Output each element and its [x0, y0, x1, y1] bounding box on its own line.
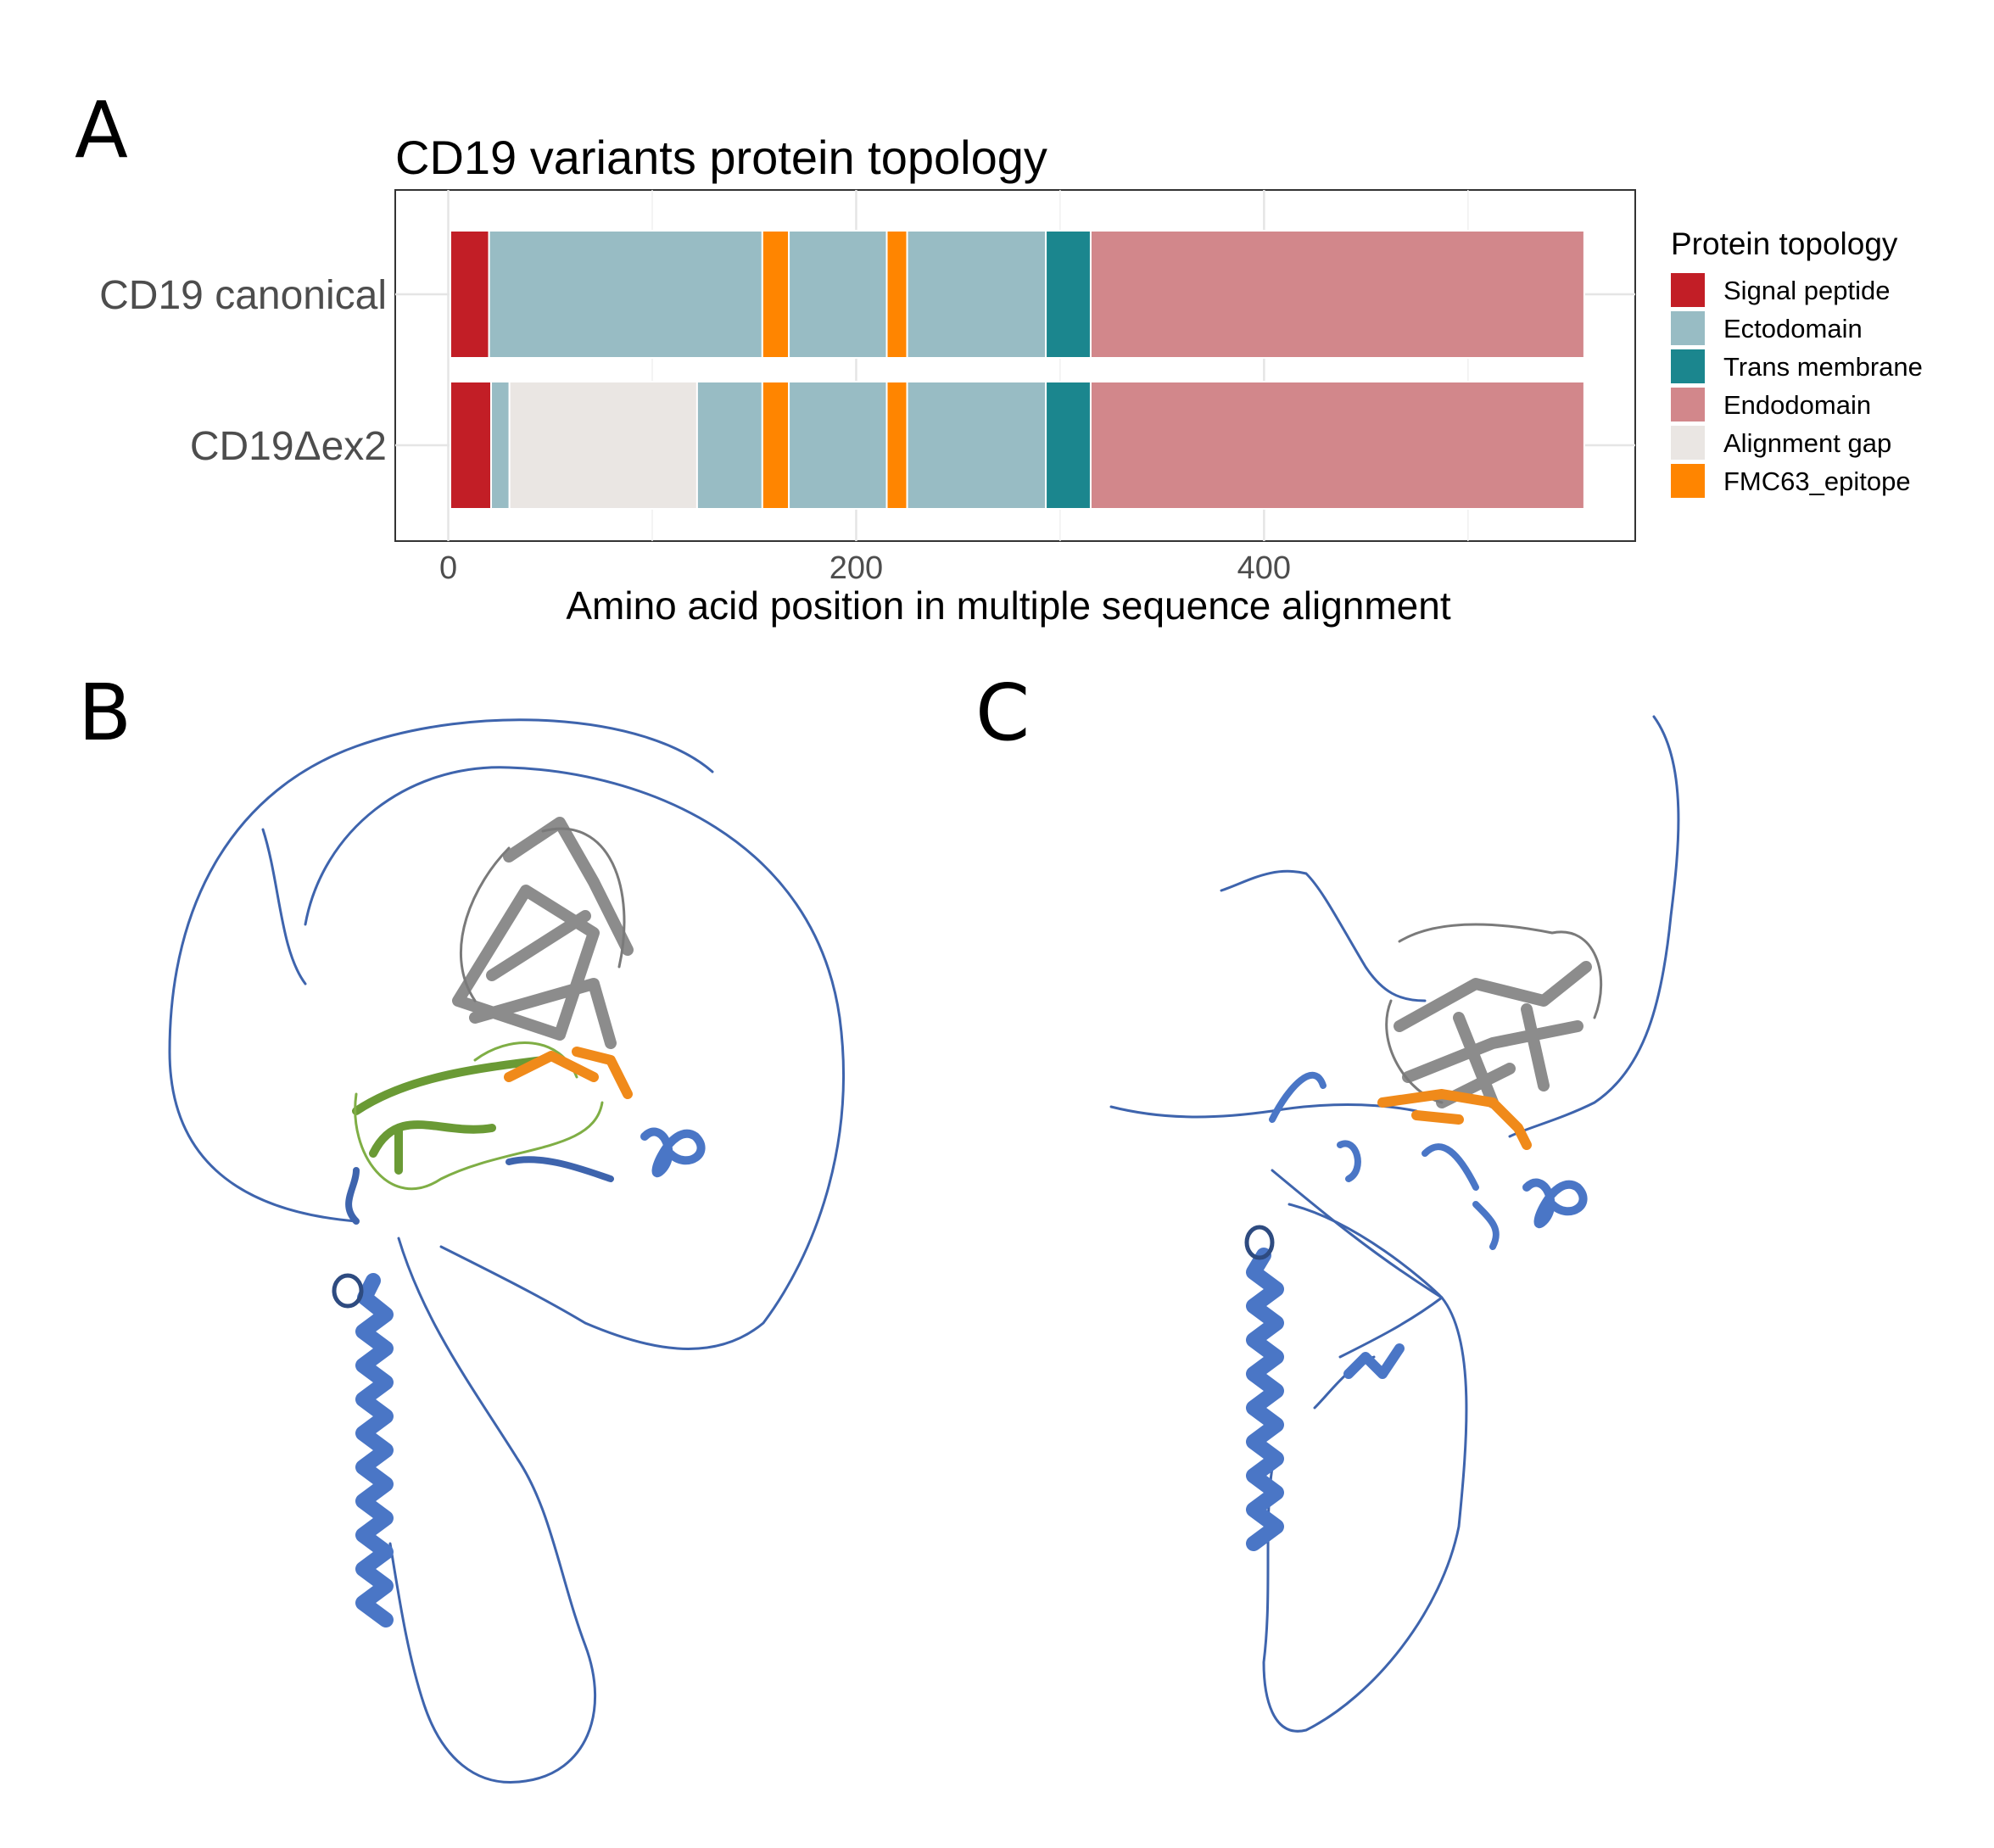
x-tick-labels: 0 200 400	[439, 550, 1291, 586]
legend-swatch	[1671, 349, 1705, 383]
loop-lower-b	[345, 1156, 614, 1225]
legend-item: Signal peptide	[1671, 273, 1891, 307]
category-label: CD19Δex2	[190, 424, 387, 469]
bar-segment	[761, 230, 790, 359]
backbone-left-tail	[1109, 1103, 1418, 1119]
legend: Protein topology Signal peptide Ectodomai…	[1671, 226, 1923, 498]
core-loops	[460, 827, 626, 1002]
legend-swatch	[1671, 273, 1705, 307]
x-axis-label: Amino acid position in multiple sequence…	[566, 583, 1450, 628]
bar-segment	[906, 381, 1047, 510]
backbone-loop-outer	[168, 718, 714, 1223]
legend-label: Alignment gap	[1723, 428, 1891, 458]
bar-segment	[508, 381, 698, 510]
bar-row	[449, 230, 1585, 359]
legend-item: Trans membrane	[1671, 349, 1923, 383]
protein-structure-dex2	[1109, 715, 1680, 1733]
legend-swatch	[1671, 426, 1705, 460]
legend-swatch	[1671, 311, 1705, 345]
bar-segment	[1089, 230, 1585, 359]
panel-label-a: A	[75, 85, 128, 176]
bar-segment	[449, 381, 493, 510]
legend-label: Endodomain	[1723, 390, 1871, 420]
bar-segment	[449, 230, 490, 359]
bar-segment	[490, 381, 511, 510]
backbone-top-right	[1508, 715, 1680, 1138]
legend-title: Protein topology	[1671, 226, 1898, 261]
epitope-strands-c	[1377, 1089, 1532, 1150]
domain-helix-b	[640, 1127, 706, 1177]
short-helix-c	[1343, 1343, 1405, 1379]
legend-swatch	[1671, 388, 1705, 422]
legend-label: FMC63_epitope	[1723, 466, 1911, 496]
legend-item: Alignment gap	[1671, 426, 1891, 460]
bar-segment	[695, 381, 763, 510]
legend-label: Signal peptide	[1723, 276, 1891, 305]
bar-segment	[1045, 381, 1092, 510]
bar-segment	[1045, 230, 1092, 359]
x-tick-label: 0	[439, 550, 457, 586]
bar-segment	[761, 381, 790, 510]
bar-segment	[788, 230, 888, 359]
extracellular-core	[452, 817, 634, 1049]
bar-segment	[885, 230, 908, 359]
helix-cap-c	[1244, 1225, 1275, 1260]
legend-label: Trans membrane	[1723, 352, 1923, 382]
helix-cap	[332, 1273, 364, 1309]
legend-label: Ectodomain	[1723, 314, 1863, 343]
backbone-bottom	[1262, 1203, 1468, 1733]
loop-lower-c	[1269, 1071, 1500, 1250]
bar-segment	[488, 230, 763, 359]
x-tick-label: 400	[1237, 550, 1291, 586]
backbone-top-left	[1220, 869, 1427, 1002]
panel-label-b: B	[78, 667, 131, 758]
transmembrane-helix	[355, 1273, 394, 1627]
x-tick-label: 200	[829, 550, 883, 586]
bar-segment	[1089, 381, 1585, 510]
chart-title: CD19 variants protein topology	[395, 131, 1047, 184]
transmembrane-helix-c	[1246, 1248, 1284, 1551]
bars	[449, 230, 1585, 510]
legend-item: Endodomain	[1671, 388, 1871, 422]
epitope-strands	[504, 1047, 633, 1099]
category-labels: CD19 canonical CD19Δex2	[99, 273, 387, 469]
extracellular-core-c	[1394, 961, 1592, 1108]
legend-item: FMC63_epitope	[1671, 464, 1911, 498]
backbone-tail-down	[388, 1237, 597, 1784]
deleted-region-strands	[352, 1056, 547, 1175]
legend-swatch	[1671, 464, 1705, 498]
domain-helix-c	[1522, 1178, 1588, 1228]
bar-segment	[788, 381, 888, 510]
topology-chart: CD19 canonical CD19Δex2 0 200 400 Amino aci…	[99, 189, 1636, 628]
legend-item: Ectodomain	[1671, 311, 1863, 345]
bar-segment	[906, 230, 1047, 359]
backbone-loop-inner	[261, 766, 845, 1350]
category-label: CD19 canonical	[99, 273, 387, 318]
panel-label-c: C	[975, 667, 1030, 758]
bar-segment	[885, 381, 908, 510]
protein-structure-canonical	[168, 718, 845, 1784]
bar-row	[449, 381, 1585, 510]
